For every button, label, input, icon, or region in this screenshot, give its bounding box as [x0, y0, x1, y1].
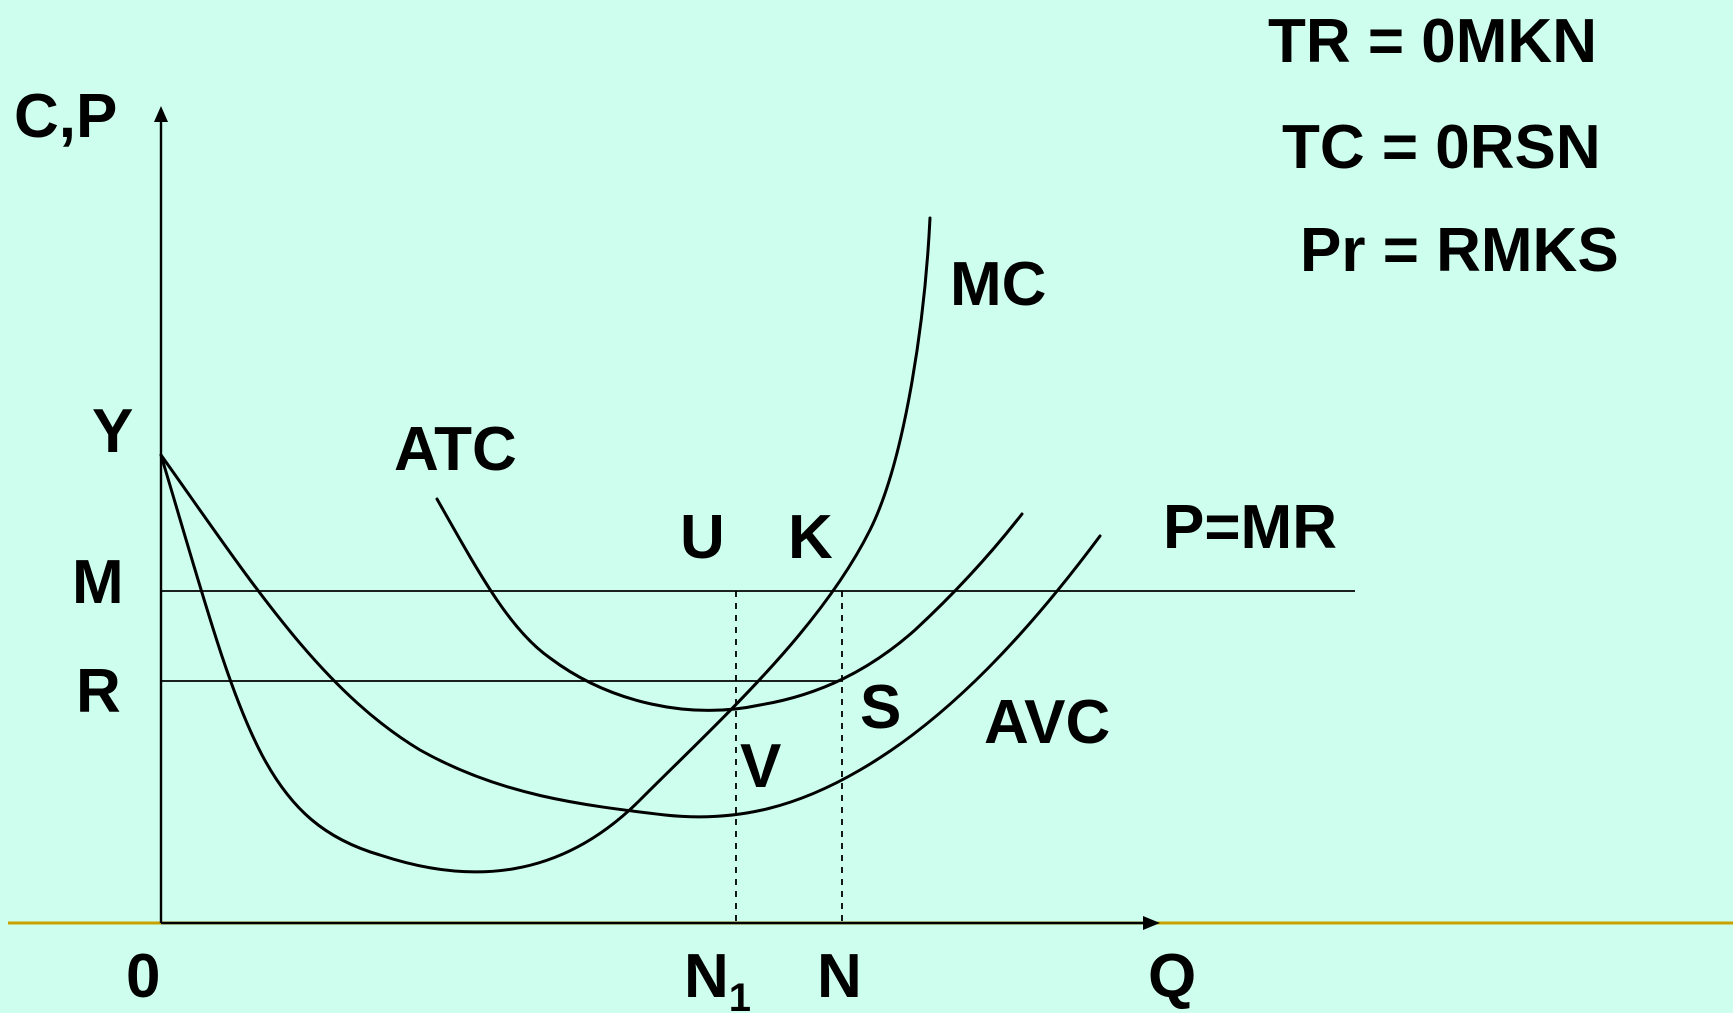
label-avc: AVC [984, 688, 1110, 757]
point-label-k: K [788, 503, 833, 572]
equation-profit: Pr = RMKS [1300, 216, 1619, 285]
point-label-v: V [740, 732, 781, 801]
y-tick-m: M [72, 548, 124, 617]
x-tick-n1-subscript: 1 [729, 976, 751, 1013]
equation-total-revenue: TR = 0MKN [1268, 7, 1597, 76]
y-axis-arrowhead [154, 106, 168, 122]
label-atc: ATC [394, 415, 517, 484]
x-axis-label: Q [1148, 942, 1196, 1011]
point-label-u: U [680, 503, 725, 572]
x-tick-n1: N1 [684, 942, 751, 1013]
label-p-mr: P=MR [1163, 493, 1337, 562]
atc-curve [437, 499, 1022, 710]
x-tick-n: N [817, 942, 862, 1011]
x-tick-n1-base: N [684, 942, 729, 1011]
label-mc: MC [950, 250, 1046, 319]
y-axis-label: C,P [14, 82, 117, 151]
x-axis-arrowhead [1143, 916, 1160, 930]
equation-total-cost: TC = 0RSN [1282, 113, 1601, 182]
origin-label: 0 [126, 942, 160, 1011]
y-tick-y: Y [92, 397, 133, 466]
point-label-s: S [860, 673, 901, 742]
y-tick-r: R [76, 657, 121, 726]
avc-curve [161, 455, 1100, 817]
